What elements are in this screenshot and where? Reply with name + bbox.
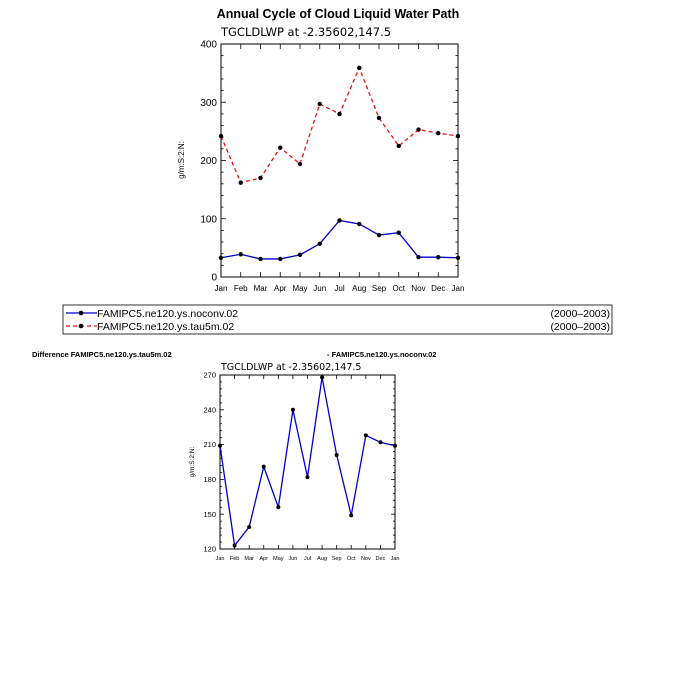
x-tick-label: Jan <box>391 556 400 562</box>
x-tick-label: Nov <box>361 556 371 562</box>
legend-years-noconv: (2000–2003) <box>550 308 610 320</box>
data-point <box>297 161 303 167</box>
data-point <box>305 475 310 480</box>
legend: FAMIPC5.ne120.ys.noconv.02 (2000–2003) F… <box>62 304 613 335</box>
data-point <box>238 180 243 185</box>
bottom-plot-frame <box>219 374 396 550</box>
data-point <box>337 111 342 117</box>
y-tick-label: 120 <box>203 545 216 554</box>
data-point <box>393 443 397 448</box>
bottom-y-axis-label: g/m:S:2:N: <box>189 446 196 477</box>
data-point <box>258 175 263 181</box>
x-tick-label: May <box>273 556 284 562</box>
y-tick-label: 180 <box>203 475 216 484</box>
y-tick-label: 0 <box>211 273 217 284</box>
bottom-plot-area: Jan Feb Mar Apr May Jun Jul Aug Sep Oct Nov Dec Jan1… <box>203 371 399 562</box>
bottom-chart-subtitle: TGCLDLWP at -2.35602,147.5 <box>220 362 361 373</box>
x-tick-label: Jan <box>216 556 225 562</box>
data-point <box>357 65 362 71</box>
y-tick-label: 210 <box>203 440 216 449</box>
data-point <box>455 255 461 260</box>
legend-box <box>62 304 613 335</box>
legend-years-tau5m: (2000–2003) <box>550 321 610 333</box>
x-tick-label: Mar <box>254 284 268 293</box>
data-point <box>317 241 322 246</box>
bottom-heading-right: - FAMIPC5.ne120.ys.noconv.02 <box>327 350 436 359</box>
legend-label-tau5m: FAMIPC5.ne120.ys.tau5m.02 <box>97 321 234 333</box>
y-tick-label: 240 <box>203 405 216 414</box>
x-tick-label: Jan <box>215 284 228 293</box>
data-point <box>349 513 354 518</box>
x-tick-label: Apr <box>259 556 268 562</box>
y-tick-label: 150 <box>203 510 216 519</box>
x-tick-label: Sep <box>372 284 387 293</box>
series-line-0 <box>220 219 459 260</box>
data-point <box>218 443 222 448</box>
x-tick-label: Oct <box>347 556 356 562</box>
series-line-0 <box>219 377 396 548</box>
data-point <box>247 524 252 529</box>
data-point <box>317 101 322 107</box>
data-point <box>334 453 339 458</box>
top-chart-subtitle: TGCLDLWP at -2.35602,147.5 <box>220 25 391 39</box>
data-point <box>218 133 224 139</box>
y-tick-label: 270 <box>203 371 216 380</box>
bottom-heading-left: Difference FAMIPC5.ne120.ys.tau5m.02 <box>32 350 172 359</box>
x-tick-label: Nov <box>411 284 425 293</box>
y-tick-label: 300 <box>200 98 217 109</box>
y-tick-label: 400 <box>200 40 217 51</box>
data-point <box>376 115 382 121</box>
data-point <box>376 232 382 238</box>
x-tick-label: Mar <box>244 556 254 562</box>
data-point <box>416 254 421 260</box>
data-point <box>455 133 461 139</box>
data-point <box>337 218 342 223</box>
x-tick-label: Feb <box>234 284 248 293</box>
data-point <box>238 252 243 257</box>
x-tick-label: Jan <box>452 284 465 293</box>
top-plot-frame <box>220 43 459 278</box>
data-point <box>278 145 283 150</box>
data-point <box>396 230 401 235</box>
top-y-axis-label: g/m:S:2:N: <box>177 141 186 179</box>
x-tick-label: Jul <box>334 284 344 293</box>
x-tick-label: Oct <box>393 284 406 293</box>
x-tick-label: Apr <box>274 284 287 293</box>
x-tick-label: Dec <box>431 284 445 293</box>
x-tick-label: Jul <box>304 556 311 562</box>
legend-marker-noconv <box>78 310 84 316</box>
x-tick-label: Jun <box>288 556 297 562</box>
data-point <box>276 505 281 510</box>
data-point <box>378 440 383 445</box>
data-point <box>218 255 224 260</box>
legend-marker-tau5m <box>78 323 84 329</box>
data-point <box>278 256 283 262</box>
data-point <box>436 130 441 136</box>
x-tick-label: Aug <box>317 556 327 562</box>
data-point <box>297 252 303 258</box>
data-point <box>290 407 295 412</box>
data-point <box>416 127 421 132</box>
data-point <box>357 221 362 227</box>
top-chart-title: Annual Cycle of Cloud Liquid Water Path <box>217 7 460 21</box>
top-plot-area: Jan Feb Mar Apr May Jun Jul Aug Sep Oct Nov Dec Jan0… <box>200 40 464 294</box>
data-point <box>436 254 441 260</box>
data-point <box>258 256 263 262</box>
x-tick-label: Jun <box>313 284 326 293</box>
x-tick-label: Aug <box>352 284 366 293</box>
data-point <box>320 375 325 380</box>
data-point <box>396 143 401 149</box>
x-tick-label: Sep <box>332 556 342 562</box>
y-tick-label: 100 <box>200 214 217 225</box>
x-tick-label: Dec <box>376 556 386 562</box>
x-tick-label: Feb <box>230 556 239 562</box>
y-tick-label: 200 <box>200 156 217 167</box>
data-point <box>261 464 266 469</box>
data-point <box>232 543 237 548</box>
legend-label-noconv: FAMIPC5.ne120.ys.noconv.02 <box>97 308 238 320</box>
data-point <box>363 433 368 438</box>
series-line-1 <box>220 66 459 184</box>
x-tick-label: May <box>292 284 307 293</box>
